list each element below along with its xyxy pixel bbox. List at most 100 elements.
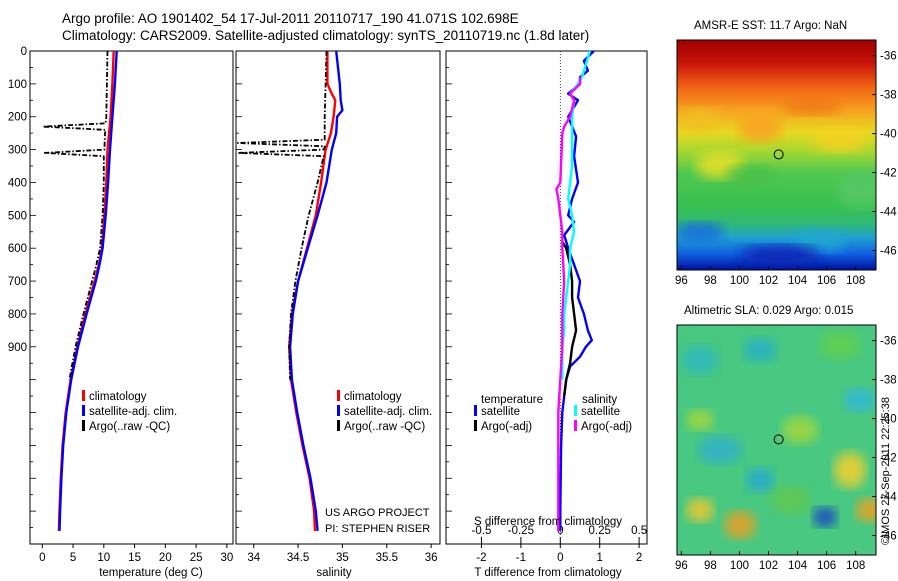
sla-map-xtick-label: 96	[675, 560, 688, 572]
salinity-legend-label: Argo(..raw -QC)	[344, 421, 425, 433]
difference-legend-label: Argo(-adj)	[481, 421, 532, 433]
temperature-ytick-label: 800	[8, 309, 27, 321]
difference-s-tick-label: 0.25	[589, 525, 611, 537]
temperature-ytick-label: 700	[8, 276, 27, 288]
sst-map-frame	[676, 39, 877, 271]
sst-field-patch	[738, 114, 782, 142]
sst-map-xtick-label: 106	[817, 275, 836, 287]
temperature-ytick-label: 500	[8, 210, 27, 222]
difference-frame	[445, 50, 648, 545]
difference-legend-swatch	[474, 405, 477, 416]
sst-map-ytick-label: -42	[880, 168, 897, 180]
sst-map-xtick-label: 100	[730, 275, 749, 287]
sla-map-xtick-label: 106	[817, 560, 836, 572]
sst-field-patch	[726, 165, 774, 185]
sst-map-argo-marker	[773, 149, 784, 160]
difference-legend-header-salinity: salinity	[582, 394, 617, 406]
difference-series-s-argo	[555, 77, 582, 531]
salinity-legend-swatch	[337, 420, 340, 431]
difference-xtick-label: 1	[597, 552, 603, 564]
salinity-frame	[235, 50, 441, 545]
sla-map-image	[677, 325, 876, 555]
sst-field-patch	[838, 172, 876, 208]
sla-field-patch	[724, 511, 756, 539]
sst-map-ytick-label: -44	[880, 207, 897, 219]
salinity-xtick-label: 36	[425, 552, 438, 564]
sla-map-panel: 96 98 100 102 104 106 108 -36 -38 -40 -42 -44 -46	[675, 324, 897, 572]
difference-legend-swatch	[474, 420, 477, 431]
sst-map-xtick-label: 96	[675, 275, 688, 287]
salinity-xlabel: salinity	[316, 567, 351, 579]
temperature-series-argo	[42, 50, 109, 380]
salinity-xtick-label: 34.5	[287, 552, 309, 564]
difference-xtick-label: -2	[476, 552, 486, 564]
sla-field-patch	[813, 507, 837, 527]
sla-map-xtick-label: 98	[704, 560, 717, 572]
sst-map-image	[677, 40, 876, 270]
sst-field-patch	[680, 108, 720, 132]
temperature-series-climatology	[57, 50, 115, 531]
difference-legend-label: satellite	[581, 406, 620, 418]
salinity-xtick-label: 35.5	[376, 552, 398, 564]
salinity-xtick-label: 34	[247, 552, 260, 564]
sst-field-patch	[794, 228, 846, 252]
temperature-ytick-label: 0	[21, 46, 27, 58]
sla-map-ytick-label: -36	[880, 336, 897, 348]
difference-series-t-argo	[561, 240, 578, 397]
salinity-panel: 34 34.5 35 35.5 36 climatology satellite-adj. …	[235, 50, 441, 564]
sla-field-patch	[686, 498, 714, 522]
temperature-xtick-label: 25	[190, 552, 203, 564]
temperature-xtick-label: 0	[39, 552, 45, 564]
sst-field-patch	[740, 245, 820, 265]
difference-s-tick-label: -0.5	[472, 525, 492, 537]
s-difference-xlabel: S difference from climatology	[474, 516, 622, 528]
temperature-series-satellite-adj-clim-	[58, 50, 118, 531]
temperature-legend-swatch	[82, 420, 85, 431]
sst-map-xtick-label: 102	[759, 275, 778, 287]
salinity-series-satellite-adj-clim-	[288, 50, 344, 532]
sla-map-ytick-label: -38	[880, 375, 897, 387]
temperature-xtick-label: 30	[220, 552, 233, 564]
sla-field-patch	[856, 498, 876, 522]
difference-legend-header-temperature: temperature	[481, 394, 543, 406]
sla-field-patch	[834, 452, 866, 488]
sla-map-xtick-label: 100	[730, 560, 749, 572]
temperature-legend-swatch	[82, 390, 85, 401]
difference-legend-label: satellite	[481, 406, 520, 418]
temperature-ytick-label: 300	[8, 145, 27, 157]
salinity-legend-label: satellite-adj. clim.	[344, 406, 432, 418]
temperature-xtick-label: 10	[97, 552, 110, 564]
sla-map-ytick-label: -42	[880, 453, 897, 465]
sla-field-patch	[698, 436, 742, 464]
temperature-xtick-label: 20	[159, 552, 172, 564]
salinity-series-argo	[236, 50, 328, 380]
temperature-ytick-label: 400	[8, 177, 27, 189]
sst-map-panel: 96 98 100 102 104 106 108 -36 -38 -40 -42 -44 -46	[675, 39, 897, 287]
temperature-xlabel: temperature (deg C)	[99, 567, 203, 579]
sst-map-ytick-label: -38	[880, 90, 897, 102]
sst-map-ytick-label: -40	[880, 129, 897, 141]
sla-map-xtick-label: 108	[846, 560, 865, 572]
sst-field-patch	[677, 222, 724, 242]
sla-map-ytick-label: -40	[880, 414, 897, 426]
figure-title-line-1: Argo profile: AO 1901402_54 17-Jul-2011 …	[62, 11, 519, 26]
sla-field-patch	[682, 346, 718, 374]
sst-map-title: AMSR-E SST: 11.7 Argo: NaN	[694, 20, 848, 32]
difference-xtick-label: -1	[516, 552, 526, 564]
sst-map-ytick-label: -46	[880, 246, 897, 258]
salinity-legend-swatch	[337, 390, 340, 401]
temperature-legend-swatch	[82, 405, 85, 416]
sla-field-patch	[820, 331, 860, 359]
difference-legend-label: Argo(-adj)	[581, 421, 632, 433]
sla-map-xtick-label: 102	[759, 560, 778, 572]
temperature-ytick-label: 200	[8, 112, 27, 124]
temperature-ytick-label: 100	[8, 79, 27, 91]
sst-field-patch	[782, 95, 842, 115]
temperature-ytick-label: 600	[8, 243, 27, 255]
difference-xtick-label: 2	[636, 552, 642, 564]
sst-field-patch	[812, 128, 868, 152]
sla-map-argo-marker	[773, 434, 784, 445]
salinity-xtick-label: 35	[336, 552, 349, 564]
sla-field-patch	[744, 338, 776, 362]
